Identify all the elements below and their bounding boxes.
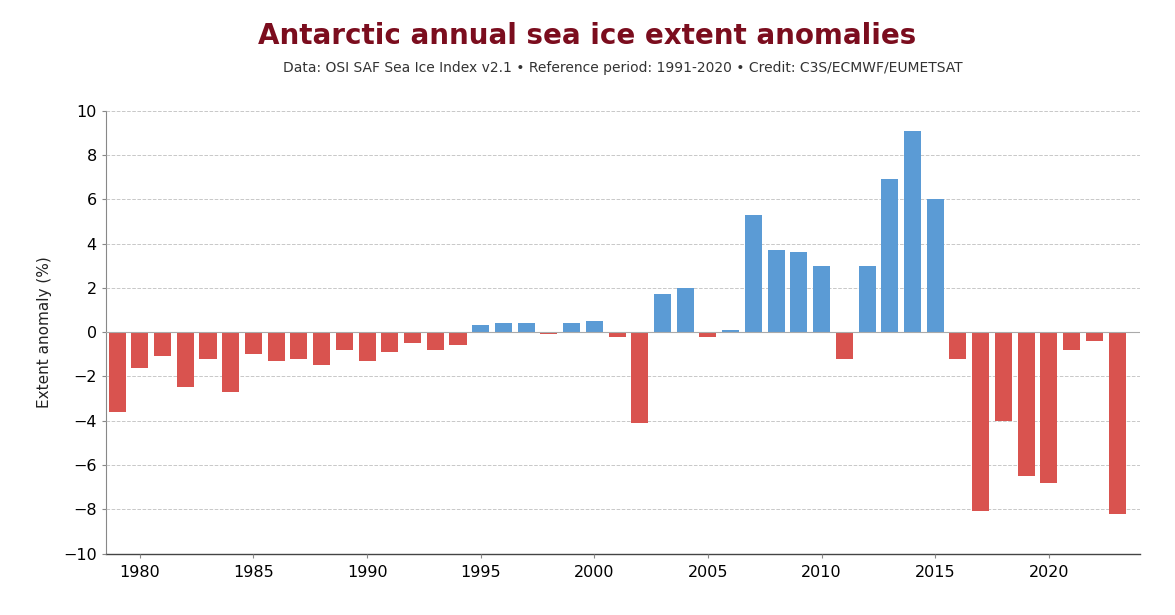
Bar (563, 323, 580, 332)
Bar (745, 215, 761, 332)
Bar (677, 288, 693, 332)
Bar (699, 332, 717, 336)
Bar (723, 330, 739, 332)
Bar (813, 266, 830, 332)
Bar (427, 332, 444, 350)
Bar (108, 332, 126, 412)
Bar (132, 332, 148, 368)
Bar (995, 332, 1012, 421)
Bar (859, 266, 875, 332)
Bar (1018, 332, 1035, 476)
Bar (518, 323, 535, 332)
Bar (631, 332, 649, 423)
Bar (450, 332, 466, 346)
Bar (1108, 332, 1126, 514)
Bar (972, 332, 989, 512)
Bar (1086, 332, 1103, 341)
Bar (222, 332, 240, 392)
Bar (200, 332, 216, 359)
Bar (609, 332, 625, 336)
Bar (927, 199, 944, 332)
Bar (382, 332, 398, 352)
Bar (1063, 332, 1080, 350)
Bar (290, 332, 308, 359)
Bar (586, 321, 603, 332)
Bar (835, 332, 853, 359)
Bar (404, 332, 421, 343)
Bar (654, 295, 671, 332)
Bar (1040, 332, 1058, 483)
Text: Antarctic annual sea ice extent anomalies: Antarctic annual sea ice extent anomalie… (258, 22, 917, 50)
Bar (881, 180, 899, 332)
Bar (949, 332, 967, 359)
Bar (495, 323, 512, 332)
Bar (268, 332, 284, 361)
Bar (244, 332, 262, 354)
Bar (540, 332, 557, 335)
Bar (472, 325, 489, 332)
Bar (791, 252, 807, 332)
Bar (358, 332, 376, 361)
Bar (336, 332, 352, 350)
Title: Data: OSI SAF Sea Ice Index v2.1 • Reference period: 1991-2020 • Credit: C3S/ECM: Data: OSI SAF Sea Ice Index v2.1 • Refer… (283, 61, 962, 75)
Bar (154, 332, 172, 357)
Bar (767, 250, 785, 332)
Bar (176, 332, 194, 387)
Bar (313, 332, 330, 365)
Bar (904, 130, 921, 332)
Y-axis label: Extent anomaly (%): Extent anomaly (%) (36, 256, 52, 408)
